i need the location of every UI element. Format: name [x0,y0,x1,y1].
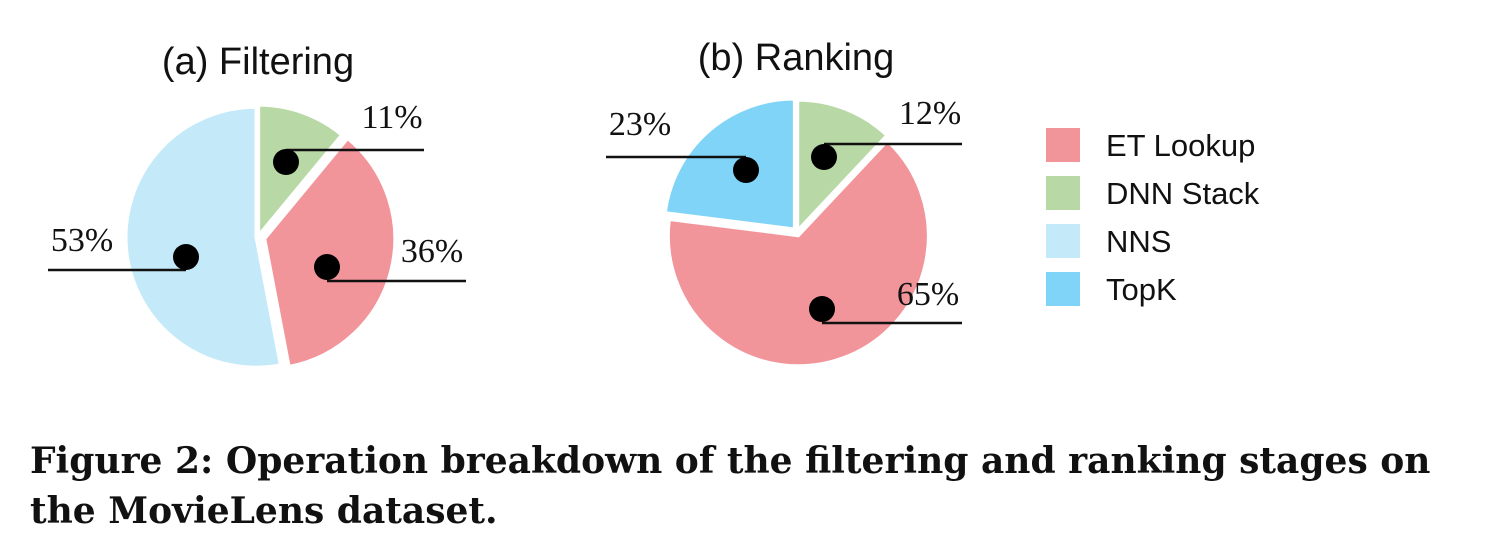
callout-dot-topk [733,157,759,183]
pct-label-dnn-stack: 11% [361,99,422,136]
pct-label-nns: 53% [51,222,113,259]
legend-label: NNS [1106,224,1171,259]
legend-swatch [1046,224,1080,258]
pct-label-et-lookup: 65% [897,276,959,313]
pie-chart-filtering: 11% 36% 53% [48,99,466,369]
legend-swatch [1046,128,1080,162]
pie-chart-ranking: 12% 65% 23% [606,95,962,368]
chart-title-ranking: (b) Ranking [698,37,894,79]
pie-charts-figure: (a) Filtering (b) Ranking 11% 36% 53% 12% 6… [48,37,1260,369]
legend: ET Lookup DNN Stack NNS TopK [1046,128,1260,307]
callout-dot-et-lookup [809,296,835,322]
legend-label: TopK [1106,272,1177,307]
callout-dot-nns [173,244,199,270]
legend-item-et-lookup: ET Lookup [1046,128,1255,163]
pie-slice-nns [124,105,283,369]
callout-dot-dnn-stack [811,144,837,170]
pct-label-et-lookup: 36% [401,233,463,270]
chart-title-filtering: (a) Filtering [162,41,354,83]
pct-label-topk: 23% [609,106,671,143]
figure-caption: Figure 2: Operation breakdown of the fil… [30,440,1431,532]
legend-item-topk: TopK [1046,272,1177,307]
legend-item-nns: NNS [1046,224,1171,259]
pct-label-dnn-stack: 12% [899,95,961,132]
pie-slice-dnn-stack [796,98,889,234]
pie-slice-et-lookup [263,136,397,369]
pie-slice-topk [663,97,796,231]
legend-label: DNN Stack [1106,176,1260,211]
callout-dot-et-lookup [314,254,340,280]
legend-swatch [1046,176,1080,210]
legend-swatch [1046,272,1080,306]
callout-dot-dnn-stack [273,149,299,175]
pie-slice-dnn-stack [257,103,344,240]
pie-slice-et-lookup [666,138,930,368]
legend-item-dnn-stack: DNN Stack [1046,176,1260,211]
legend-label: ET Lookup [1106,128,1255,163]
